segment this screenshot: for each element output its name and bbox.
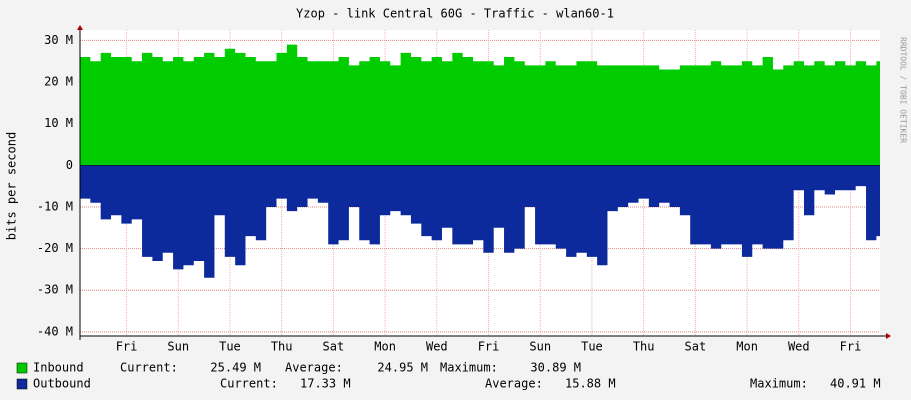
legend-stat-label: Maximum: (750, 377, 808, 391)
legend-stat-value: 24.95 M (377, 361, 428, 375)
y-tick-label: -20 M (37, 241, 73, 255)
legend-label: Inbound (33, 361, 84, 375)
legend-swatch (16, 362, 28, 374)
legend-stat-value: 40.91 M (830, 377, 881, 391)
legend-stat-value: 25.49 M (210, 361, 261, 375)
x-tick-label: Sat (685, 340, 707, 354)
x-tick-label: Sun (167, 340, 189, 354)
x-tick-label: Sun (529, 340, 551, 354)
legend-stat-label: Maximum: (440, 361, 498, 375)
legend-swatch (16, 378, 28, 390)
legend-label: Outbound (33, 377, 91, 391)
area (80, 165, 880, 278)
x-tick-label: Wed (426, 340, 448, 354)
x-tick-label: Sat (323, 340, 345, 354)
legend-stat-label: Average: (485, 377, 543, 391)
y-tick-label: -10 M (37, 199, 73, 213)
x-tick-label: Mon (736, 340, 758, 354)
chart-title: Yzop - link Central 60G - Traffic - wlan… (296, 7, 614, 21)
legend-stat-label: Current: (220, 377, 278, 391)
x-tick-label: Wed (788, 340, 810, 354)
x-tick-label: Mon (374, 340, 396, 354)
x-tick-label: Fri (840, 340, 862, 354)
y-tick-label: -40 M (37, 324, 73, 338)
x-arrow (886, 333, 891, 339)
area (80, 44, 880, 166)
y-tick-label: 20 M (44, 75, 73, 89)
y-tick-label: -30 M (37, 283, 73, 297)
x-tick-label: Fri (478, 340, 500, 354)
x-tick-label: Tue (219, 340, 241, 354)
legend-stat-value: 17.33 M (300, 377, 351, 391)
x-tick-label: Thu (271, 340, 293, 354)
x-tick-label: Fri (116, 340, 138, 354)
y-tick-label: 30 M (44, 33, 73, 47)
legend-stat-label: Current: (120, 361, 178, 375)
y-arrow (77, 25, 83, 30)
legend-stat-value: 15.88 M (565, 377, 616, 391)
x-tick-label: Tue (581, 340, 603, 354)
legend: Inbound Current: 25.49 M Average: 24.95 M Max… (16, 361, 881, 391)
axes: 30 M 20 M 10 M 0 -10 M -20 M -30 M -40 M Fri Sun T… (37, 25, 891, 354)
marks (80, 44, 880, 278)
legend-stat-label: Average: (285, 361, 343, 375)
y-tick-label: 0 (66, 158, 73, 172)
y-axis-label: bits per second (5, 132, 19, 240)
x-tick-label: Thu (633, 340, 655, 354)
y-tick-label: 10 M (44, 116, 73, 130)
legend-stat-value: 30.89 M (530, 361, 581, 375)
watermark: RRDTOOL / TOBI OETIKER (899, 37, 908, 143)
